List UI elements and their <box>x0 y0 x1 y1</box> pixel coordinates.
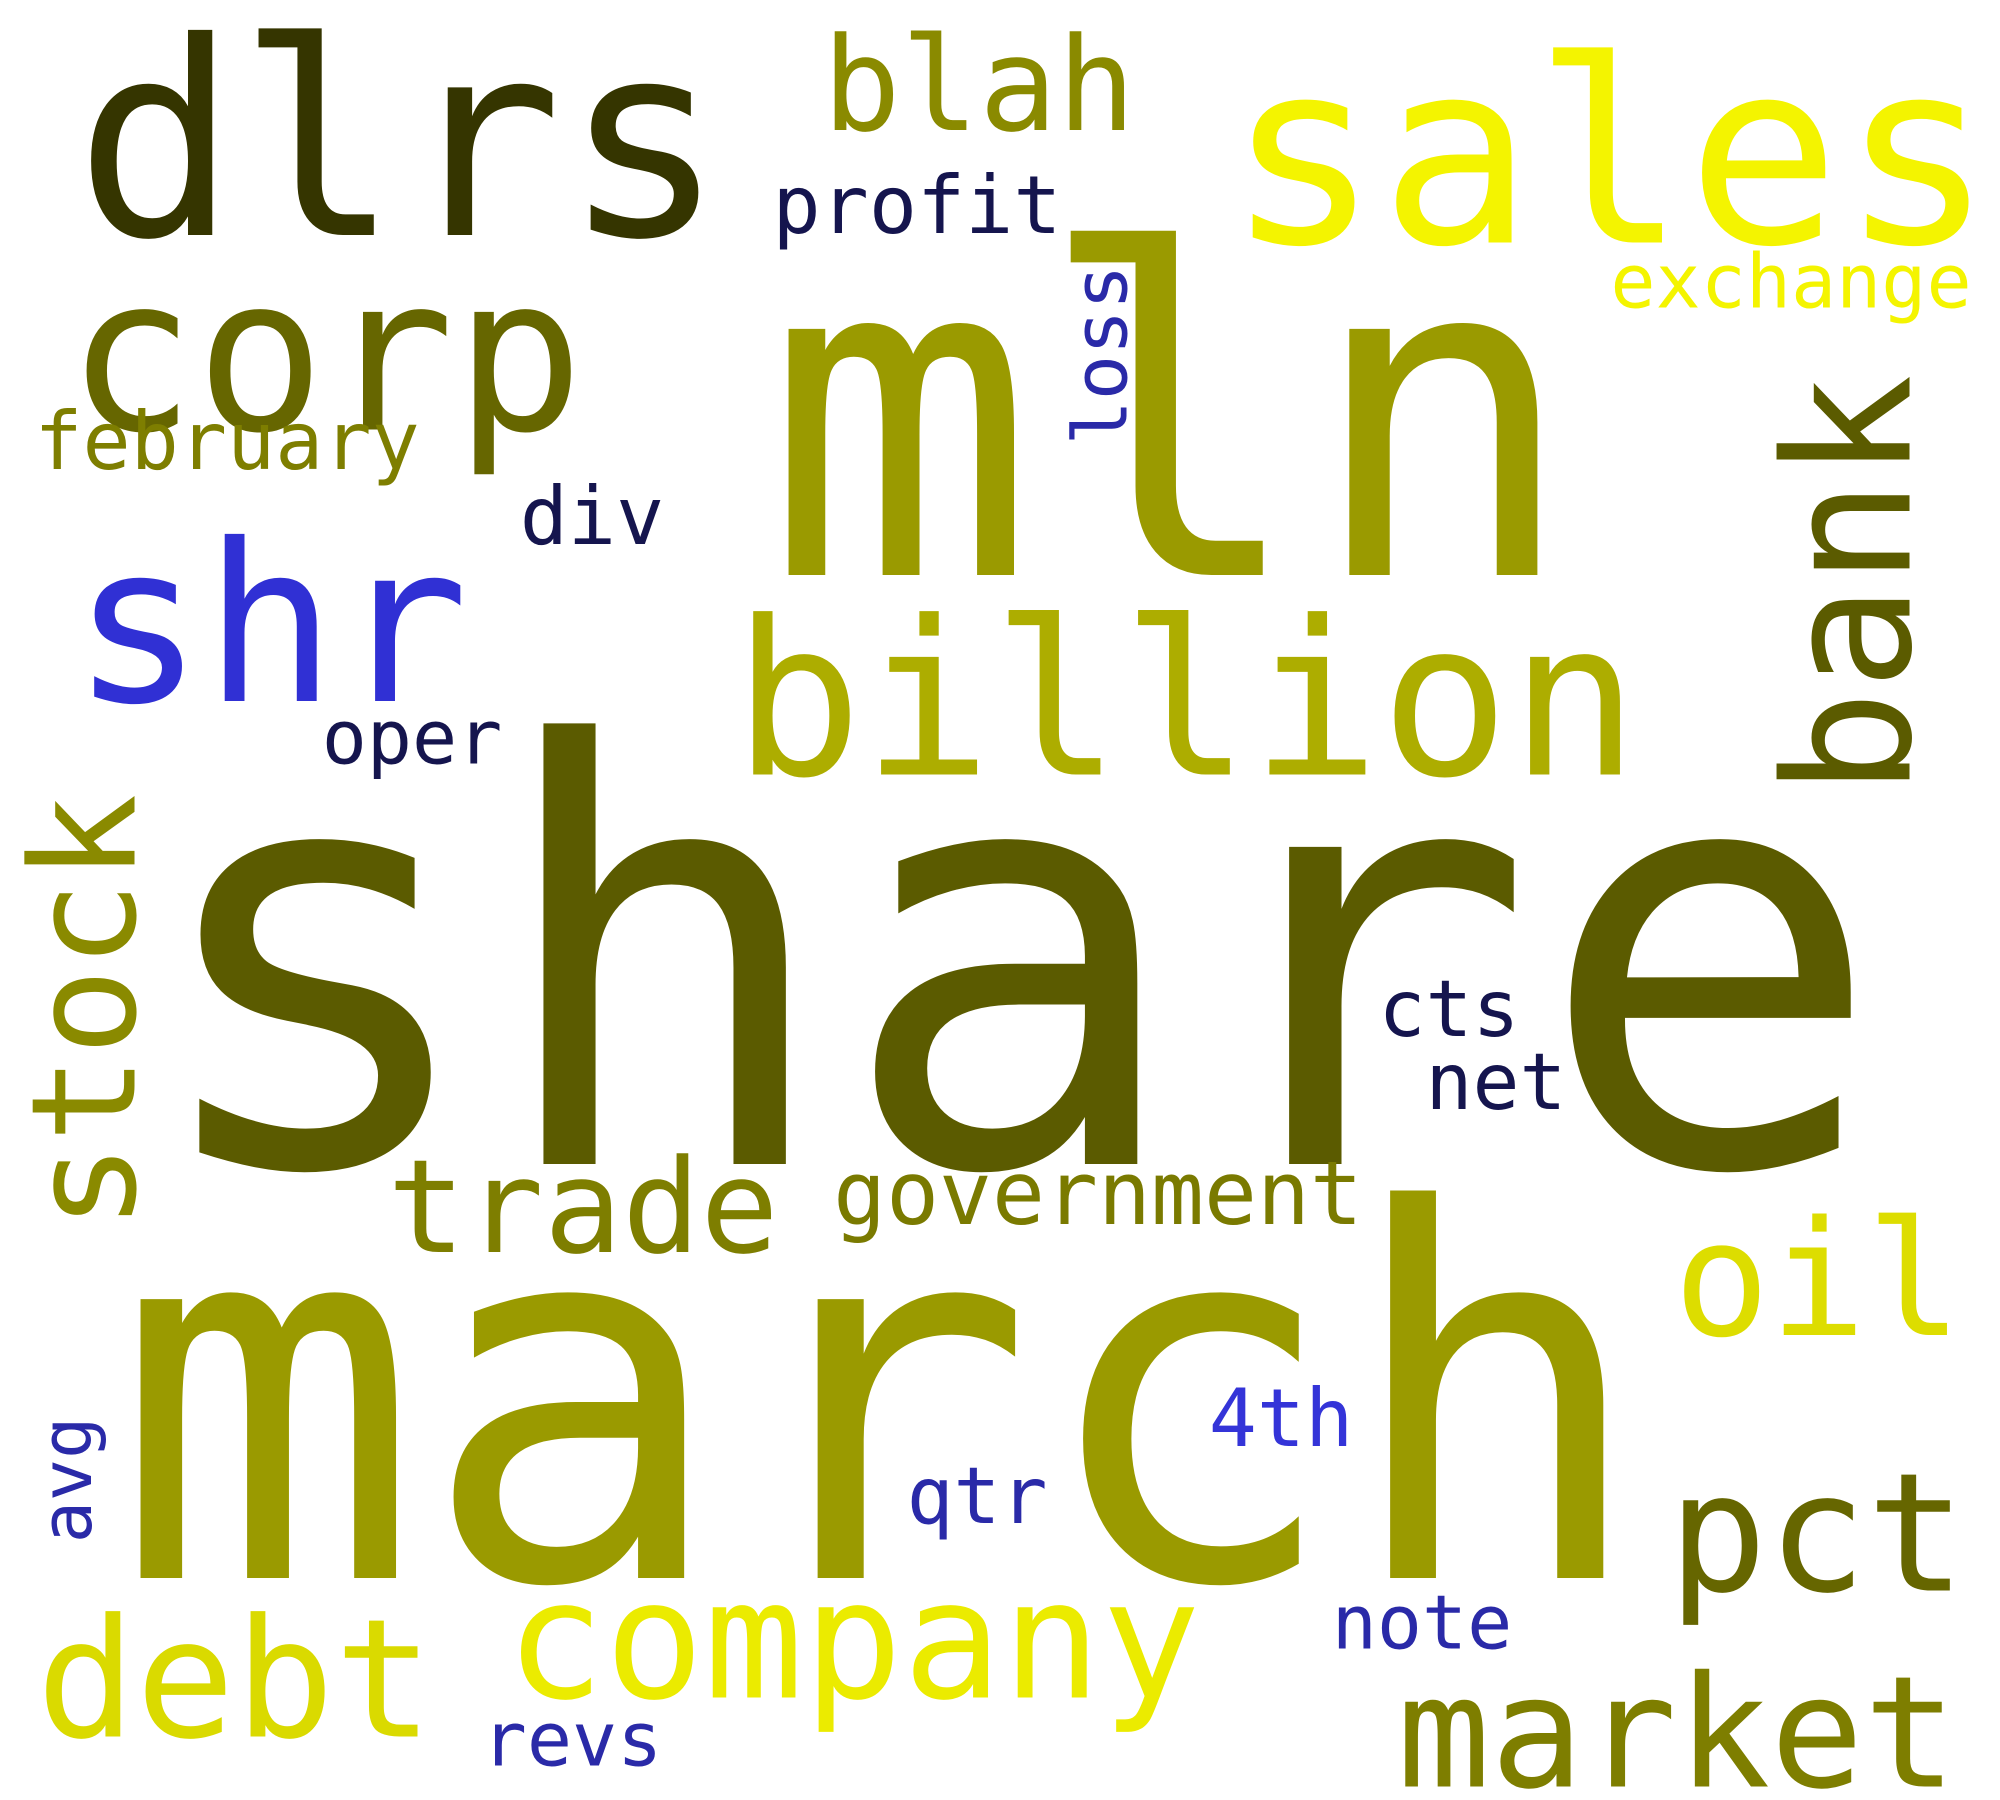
word-cts: cts <box>1378 965 1520 1055</box>
word-avg: avg <box>26 1416 108 1544</box>
word-loss: loss <box>1056 264 1145 446</box>
word-corp: corp <box>66 229 584 481</box>
word-market: market <box>1397 1642 1957 1800</box>
word-shr: shr <box>71 497 469 753</box>
word-profit: profit <box>772 159 1062 252</box>
word-march: march <box>113 1106 1649 1699</box>
word-billion: billion <box>732 574 1640 826</box>
word-blah: blah <box>822 9 1136 161</box>
word-sales: sales <box>1226 6 1994 304</box>
word-stock: stock <box>0 793 170 1231</box>
word-government: government <box>833 1142 1363 1245</box>
word-net: net <box>1425 1038 1567 1128</box>
word-revs: revs <box>481 1695 663 1784</box>
word-pct: pct <box>1667 1437 1967 1630</box>
word-4th: 4th <box>1208 1372 1354 1465</box>
word-div: div <box>519 470 665 563</box>
word-dlrs: dlrs <box>74 0 726 299</box>
word-qtr: qtr <box>906 1452 1048 1542</box>
word-trade: trade <box>387 1131 779 1283</box>
word-mln: mln <box>764 158 1578 682</box>
word-debt: debt <box>36 1583 434 1776</box>
word-note: note <box>1331 1578 1513 1667</box>
word-company: company <box>505 1544 1201 1737</box>
word-oper: oper <box>321 693 503 782</box>
word-february: february <box>34 395 420 488</box>
word-bank: bank <box>1748 374 1952 796</box>
word-oil: oil <box>1673 1186 1963 1373</box>
word-exchange: exchange <box>1610 237 1972 326</box>
word-share: share <box>139 626 1885 1301</box>
